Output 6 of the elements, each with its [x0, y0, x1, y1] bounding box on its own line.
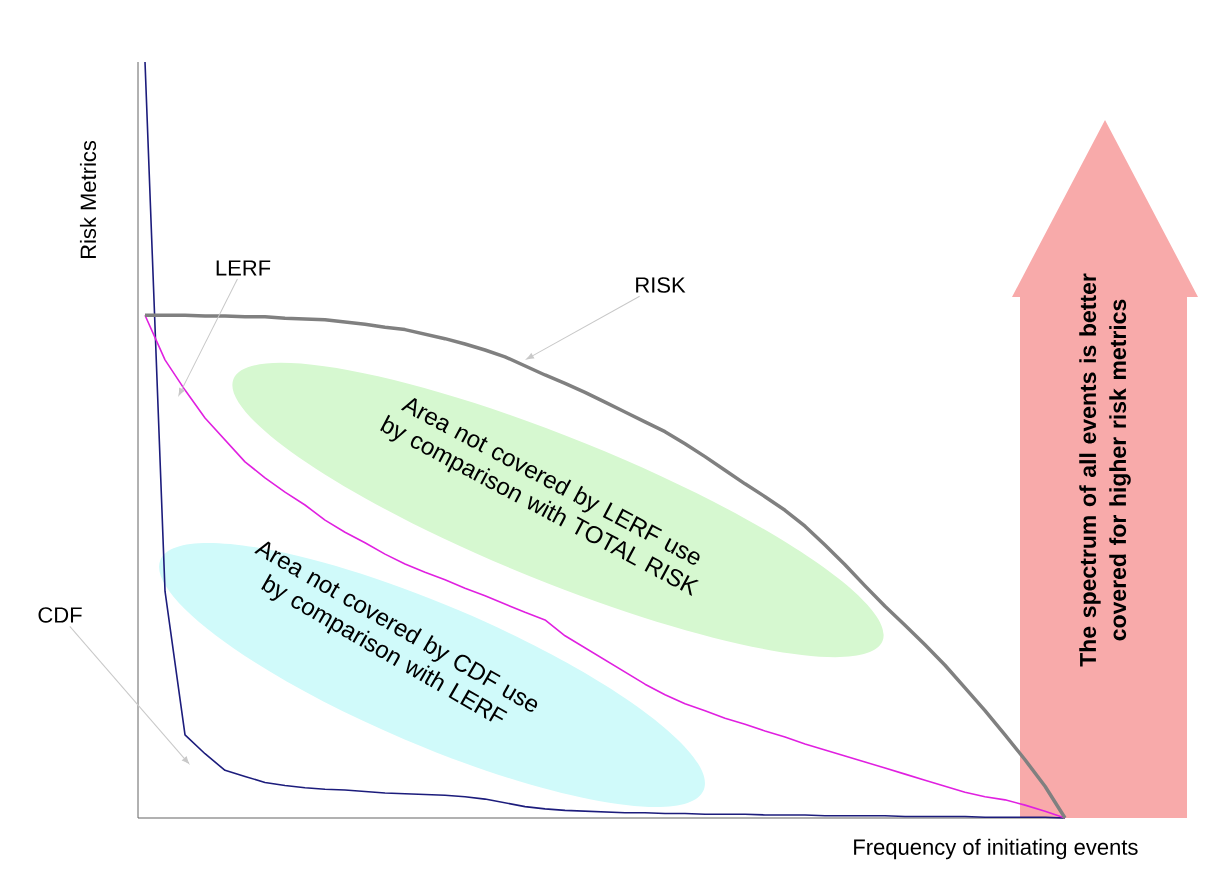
- y-axis-title: Risk Metrics: [79, 140, 97, 259]
- x-axis-title: Frequency of initiating events: [854, 838, 1138, 860]
- text: RISK: [636, 277, 686, 293]
- text: LERF: [216, 260, 271, 276]
- text: The spectrum of all events is better covered for higher risk metrics: [1079, 273, 1131, 667]
- text: CDF: [38, 607, 82, 623]
